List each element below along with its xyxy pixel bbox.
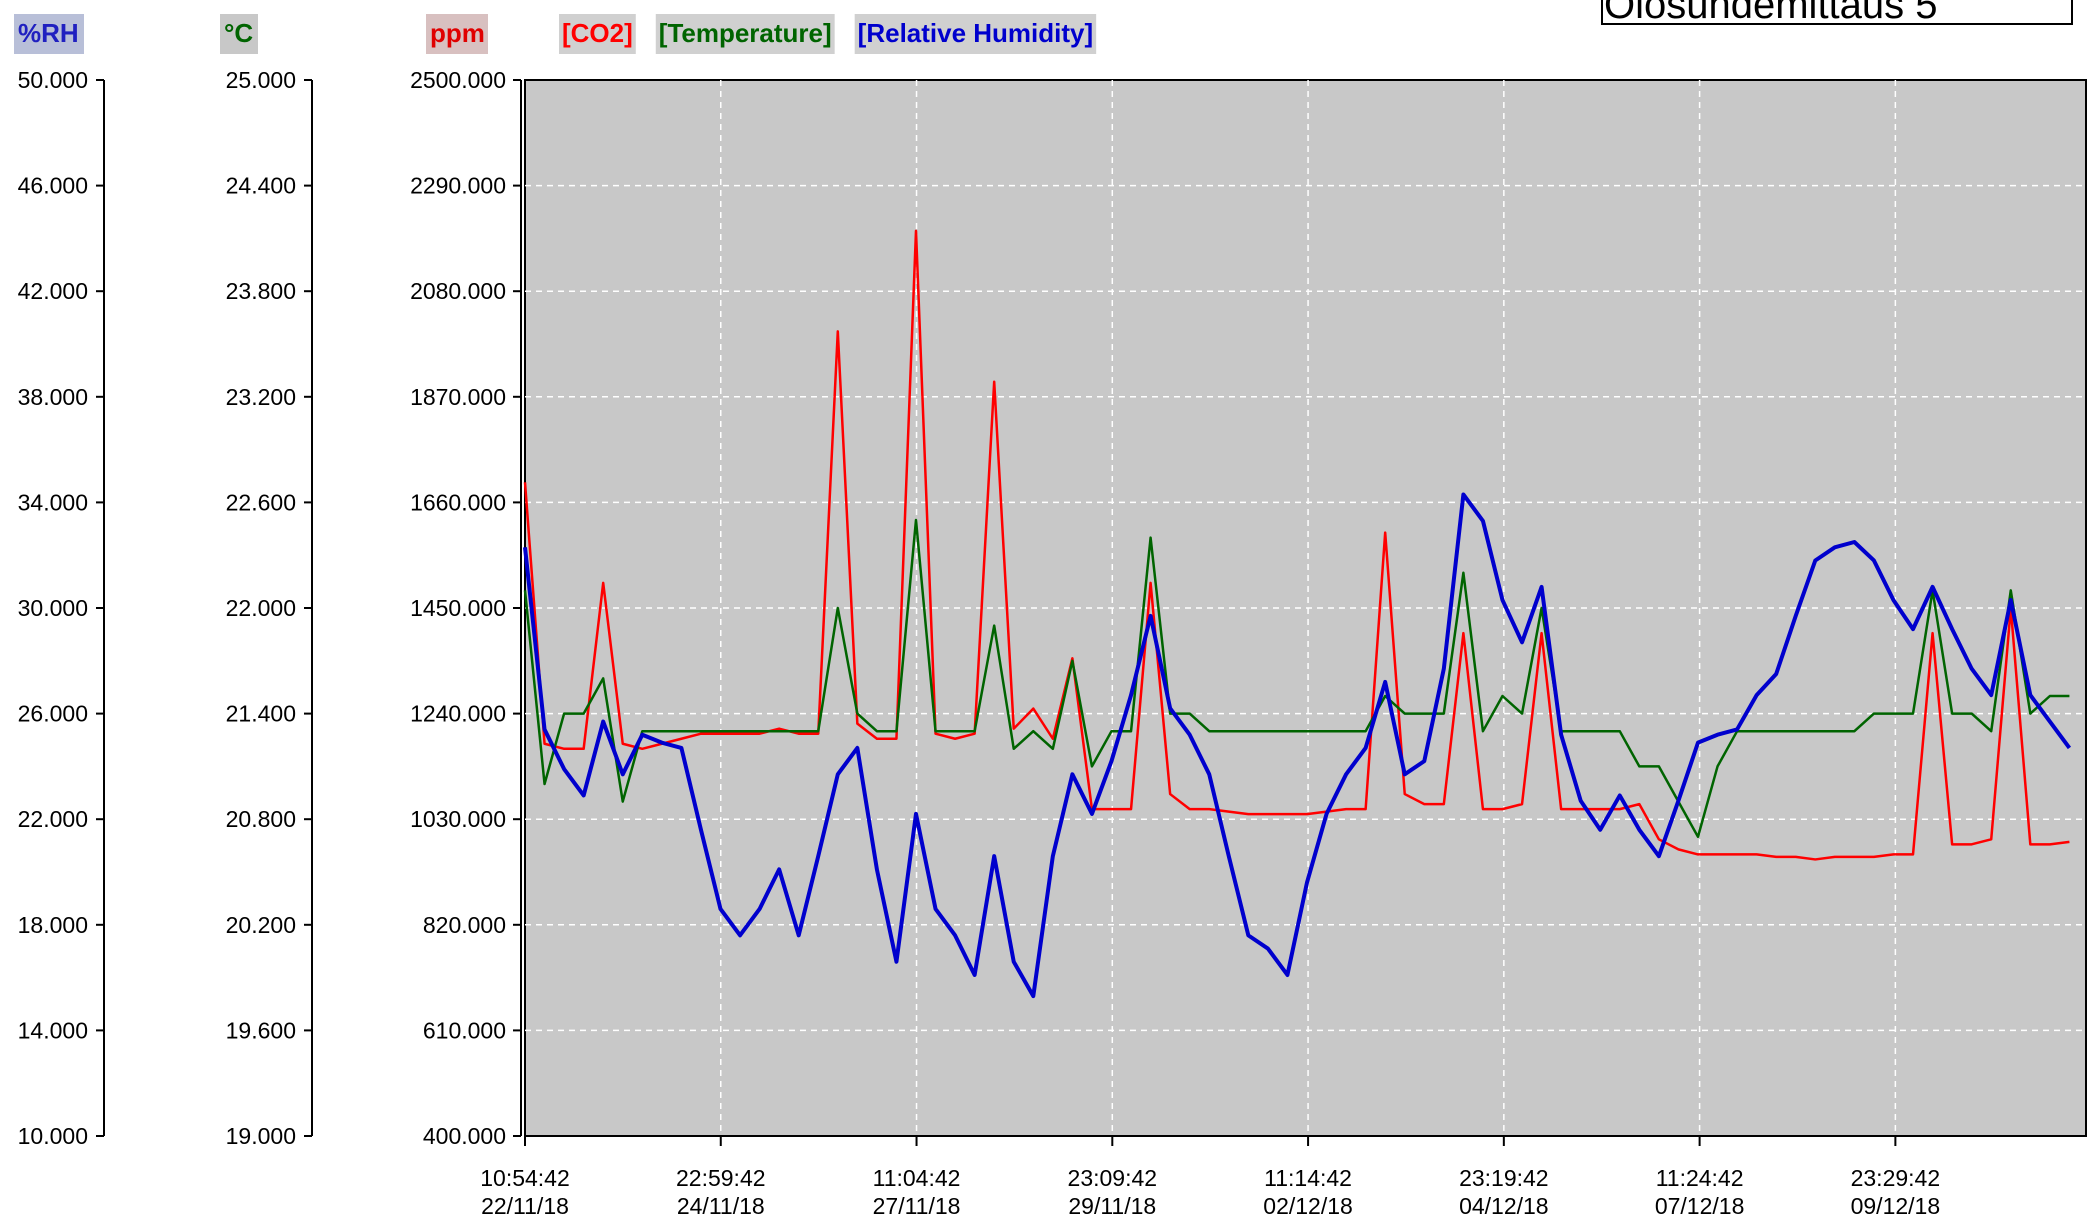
tick-label: 22.600	[226, 489, 296, 515]
tick-label: 1660.000	[410, 489, 506, 515]
x-tick-label: 23:09:42 29/11/18	[1068, 1165, 1158, 1219]
tick-label: 22.000	[18, 806, 88, 832]
tick-label: 46.000	[18, 173, 88, 199]
y-axis-label: ppm	[430, 18, 485, 48]
tick-label: 22.000	[226, 595, 296, 621]
tick-label: 20.200	[226, 912, 296, 938]
title-box	[1601, 0, 2073, 25]
y2-axis-label: °C	[224, 18, 253, 48]
tick-label: 30.000	[18, 595, 88, 621]
legend-entry: [CO2]	[562, 18, 633, 48]
tick-label: 25.000	[226, 67, 296, 93]
tick-label: 2080.000	[410, 278, 506, 304]
x-tick-label: 10:54:42 22/11/18	[480, 1165, 570, 1219]
tick-label: 34.000	[18, 489, 88, 515]
legend-bg	[854, 14, 1097, 54]
legend-bg	[559, 14, 636, 54]
chart-title: Olosuhdemittaus 5	[1604, 0, 1938, 27]
tick-label: 14.000	[18, 1017, 88, 1043]
tick-label: 42.000	[18, 278, 88, 304]
unit-bg	[14, 14, 84, 54]
tick-label: 1240.000	[410, 701, 506, 727]
x-tick-label: 11:04:42 27/11/18	[873, 1165, 961, 1219]
tick-label: 1030.000	[410, 806, 506, 832]
x-tick-label: 22:59:42 24/11/18	[676, 1165, 766, 1219]
series-line	[523, 518, 2070, 839]
x-tick-label: 23:29:42 09/12/18	[1851, 1165, 1941, 1219]
tick-label: 19.000	[226, 1123, 296, 1149]
tick-label: 2500.000	[410, 67, 506, 93]
unit-bg	[426, 14, 488, 54]
legend-entry: [Temperature]	[659, 18, 832, 48]
legend-entry: [Relative Humidity]	[858, 18, 1094, 48]
tick-label: 18.000	[18, 912, 88, 938]
tick-label: 24.400	[226, 173, 296, 199]
tick-label: 10.000	[18, 1123, 88, 1149]
x-tick-label: 11:24:42 07/12/18	[1655, 1165, 1745, 1219]
tick-label: 610.000	[423, 1017, 506, 1043]
tick-label: 2290.000	[410, 173, 506, 199]
tick-label: 23.200	[226, 384, 296, 410]
y3-axis-label: %RH	[18, 18, 79, 48]
tick-label: 400.000	[423, 1123, 506, 1149]
series-line	[523, 229, 2070, 861]
tick-label: 20.800	[226, 806, 296, 832]
tick-label: 23.800	[226, 278, 296, 304]
series-line	[523, 492, 2072, 999]
tick-label: 26.000	[18, 701, 88, 727]
legend-bg	[655, 14, 835, 54]
tick-label: 38.000	[18, 384, 88, 410]
tick-label: 1870.000	[410, 384, 506, 410]
unit-bg	[220, 14, 258, 54]
tick-label: 820.000	[423, 912, 506, 938]
x-tick-label: 11:14:42 02/12/18	[1263, 1165, 1353, 1219]
tick-label: 19.600	[226, 1017, 296, 1043]
x-tick-label: 23:19:42 04/12/18	[1459, 1165, 1549, 1219]
tick-label: 21.400	[226, 701, 296, 727]
tick-label: 50.000	[18, 67, 88, 93]
tick-label: 1450.000	[410, 595, 506, 621]
